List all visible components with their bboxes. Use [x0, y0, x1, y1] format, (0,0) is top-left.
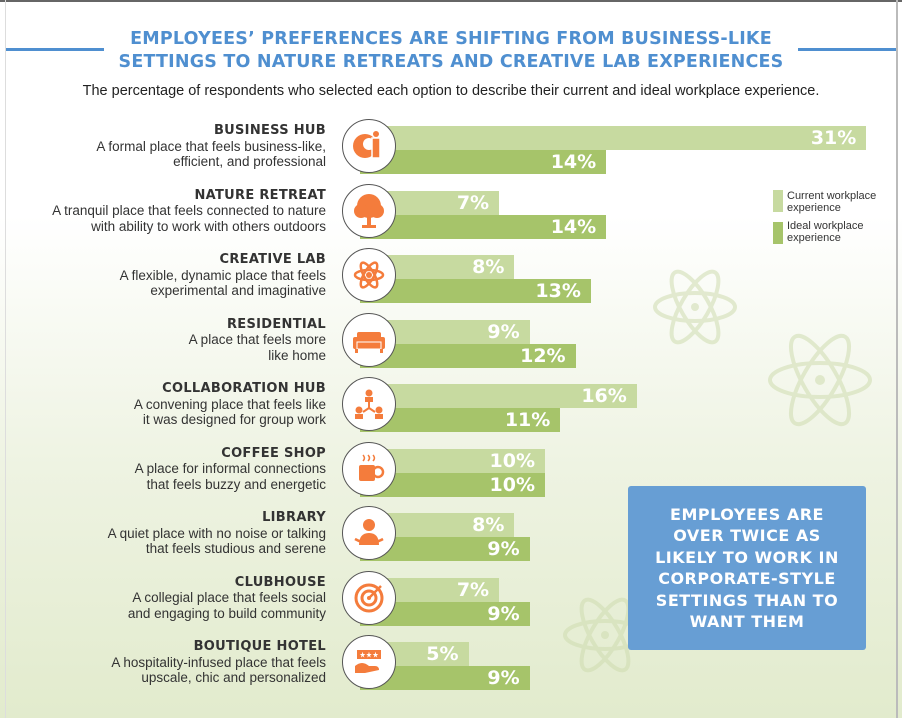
category-description-line: with ability to work with others outdoor…	[91, 218, 326, 234]
data-label: 9%	[487, 602, 520, 625]
category-row: BUSINESS HUB A formal place that feels bu…	[0, 119, 902, 190]
title-rule-left	[6, 48, 104, 51]
category-row: CREATIVE LAB A flexible, dynamic place th…	[0, 248, 902, 319]
category-row: CLUBHOUSE A collegial place that feels so…	[0, 570, 902, 642]
data-label: 9%	[487, 320, 520, 343]
category-label: COLLABORATION HUB A convening place that …	[134, 381, 326, 428]
category-row: NATURE RETREAT A tranquil place that feel…	[0, 183, 902, 255]
bar-ideal: 14%	[360, 150, 607, 174]
data-label: 10%	[489, 449, 535, 472]
category-description-line: A formal place that feels business-like,	[96, 138, 326, 154]
category-description-line: A place that feels more	[188, 332, 326, 347]
category-label: CLUBHOUSE A collegial place that feels so…	[128, 575, 326, 622]
category-description-line: that feels buzzy and energetic	[146, 476, 326, 492]
category-name: LIBRARY	[262, 510, 326, 525]
reader-icon	[342, 506, 396, 560]
category-label: LIBRARY A quiet place with no noise or ta…	[108, 510, 326, 557]
category-name: CLUBHOUSE	[234, 574, 326, 590]
data-label: 31%	[810, 127, 857, 149]
bar-ideal: 11%	[360, 408, 561, 432]
category-description-line: A hospitality-infused place that feels	[111, 654, 326, 670]
category-description-line: that feels studious and serene	[145, 541, 326, 556]
title-line-2: SETTINGS TO NATURE RETREATS AND CREATIVE…	[118, 52, 784, 72]
title-rule-right	[798, 48, 896, 51]
data-label: 16%	[581, 385, 627, 407]
data-label: 5%	[426, 643, 459, 665]
data-label: 14%	[550, 215, 597, 238]
atom-icon	[342, 248, 396, 302]
data-label: 13%	[535, 280, 581, 302]
category-name: CREATIVE LAB	[219, 252, 326, 267]
data-label: 7%	[456, 578, 490, 601]
category-row: COLLABORATION HUB A convening place that …	[0, 377, 902, 448]
target-icon	[342, 570, 396, 625]
category-description-line: experimental and imaginative	[150, 283, 326, 298]
category-description-line: efficient, and professional	[173, 154, 326, 169]
bar-current: 31%	[360, 126, 867, 150]
legend-swatch-current	[773, 190, 783, 212]
category-description-line: upscale, chic and personalized	[141, 670, 326, 685]
category-name: BUSINESS HUB	[213, 123, 326, 138]
legend-label-current: Current workplace experience	[787, 190, 877, 214]
sofa-icon	[342, 312, 396, 367]
chart-title: EMPLOYEES’ PREFERENCES ARE SHIFTING FROM…	[0, 28, 902, 74]
group-network-icon	[342, 377, 396, 431]
data-label: 10%	[489, 473, 535, 496]
category-name: COFFEE SHOP	[221, 445, 326, 461]
top-border	[0, 0, 902, 2]
category-description-line: A convening place that feels like	[133, 396, 326, 412]
right-border	[896, 0, 898, 718]
category-row: BOUTIQUE HOTEL A hospitality-infused plac…	[0, 635, 902, 706]
category-row: LIBRARY A quiet place with no noise or ta…	[0, 506, 902, 577]
data-label: 8%	[472, 256, 505, 278]
data-label: 9%	[487, 538, 520, 560]
bar-ideal: 12%	[360, 343, 576, 368]
category-description-line: and engaging to build community	[127, 605, 326, 621]
data-label: 14%	[550, 151, 597, 173]
data-label: 7%	[456, 191, 490, 214]
data-label: 8%	[472, 514, 505, 536]
category-label: BUSINESS HUB A formal place that feels bu…	[96, 123, 326, 170]
category-description-line: it was designed for group work	[142, 412, 326, 427]
category-label: RESIDENTIAL A place that feels more like h…	[189, 317, 326, 364]
category-name: COLLABORATION HUB	[162, 381, 326, 396]
bar-ideal: 13%	[360, 279, 591, 303]
category-row: COFFEE SHOP A place for informal connecti…	[0, 441, 902, 513]
category-row: RESIDENTIAL A place that feels more like h…	[0, 312, 902, 384]
category-description-line: A place for informal connections	[134, 461, 326, 476]
category-label: CREATIVE LAB A flexible, dynamic place th…	[120, 252, 326, 299]
data-label: 11%	[504, 409, 551, 431]
bar-ideal: 14%	[360, 214, 607, 239]
category-description-line: A quiet place with no noise or talking	[107, 525, 326, 541]
category-description-line: A tranquil place that feels connected to…	[52, 203, 326, 218]
business-person-icon	[342, 119, 396, 173]
category-description-line: A flexible, dynamic place that feels	[119, 267, 326, 283]
tree-icon	[342, 183, 396, 238]
atom-decoration-icon	[768, 333, 872, 427]
category-name: BOUTIQUE HOTEL	[193, 639, 326, 654]
title-line-1: EMPLOYEES’ PREFERENCES ARE SHIFTING FROM…	[130, 29, 772, 49]
bar-current: 16%	[360, 384, 637, 408]
category-label: COFFEE SHOP A place for informal connecti…	[135, 446, 326, 493]
callout-box: EMPLOYEES ARE OVER TWICE AS LIKELY TO WO…	[628, 486, 866, 650]
svg-text:★★★: ★★★	[359, 651, 378, 660]
category-name: RESIDENTIAL	[227, 316, 326, 332]
coffee-cup-icon	[342, 441, 396, 496]
hotel-stars-icon: ★★★	[342, 635, 396, 689]
legend-label-ideal: Ideal workplace experience	[787, 220, 864, 244]
atom-decoration-icon	[653, 269, 737, 345]
data-label: 9%	[487, 667, 520, 689]
category-label: NATURE RETREAT A tranquil place that feel…	[52, 188, 326, 235]
left-border	[5, 0, 6, 718]
category-description-line: like home	[268, 347, 326, 363]
category-label: BOUTIQUE HOTEL A hospitality-infused plac…	[111, 639, 326, 686]
chart-subtitle: The percentage of respondents who select…	[82, 83, 820, 99]
category-name: NATURE RETREAT	[194, 187, 326, 203]
legend-swatch-ideal	[773, 222, 783, 244]
data-label: 12%	[520, 344, 566, 367]
category-description-line: A collegial place that feels social	[132, 590, 326, 605]
